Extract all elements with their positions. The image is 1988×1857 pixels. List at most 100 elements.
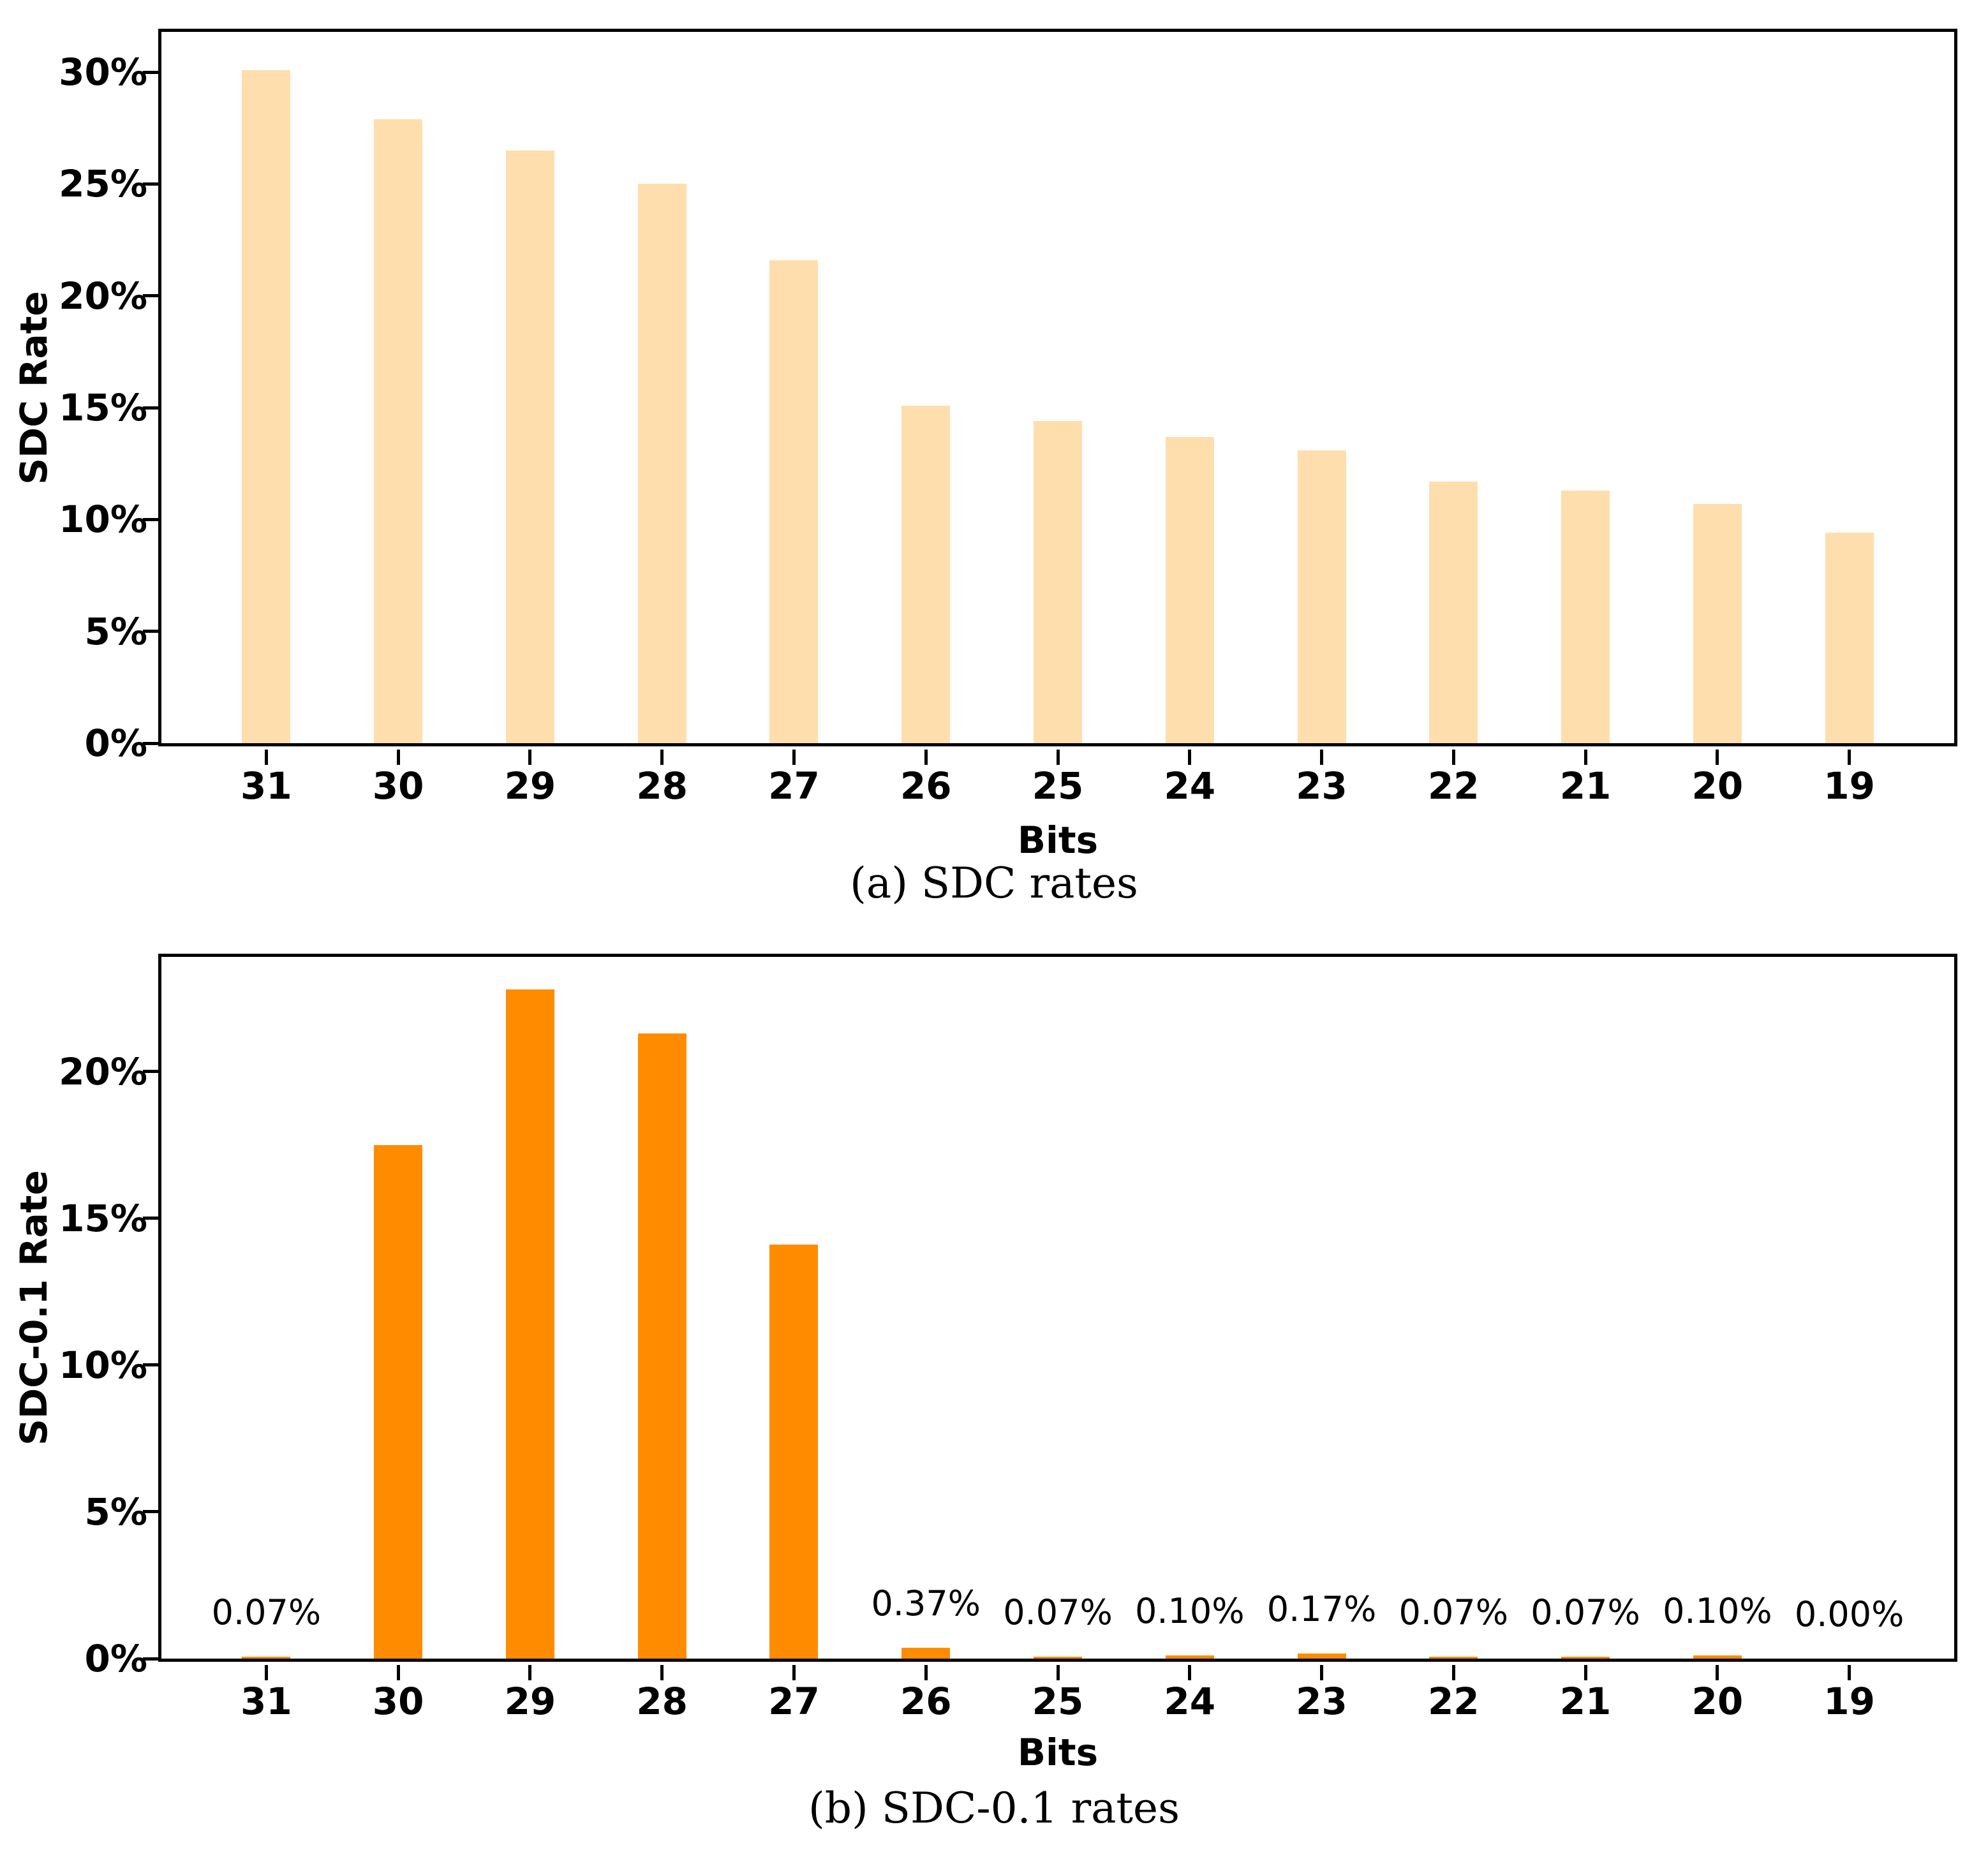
- x-tick-label: 31: [241, 764, 292, 808]
- subfigure-caption-a: (a) SDC rates: [850, 859, 1138, 908]
- x-tick-label: 29: [504, 1680, 556, 1723]
- bar-bit-21: [1561, 490, 1610, 743]
- x-tick-label: 24: [1164, 764, 1216, 808]
- bar-bit-26: [901, 405, 951, 743]
- plot-area-sdc-01-rates: 0% 5% 10% 15% 20% 31 0.07% 30 29 28 27 26 0.37% 25 0.0…: [59, 954, 1957, 1720]
- x-tick-label: 24: [1164, 1680, 1216, 1723]
- y-tick-mark: [143, 70, 158, 74]
- x-tick-label: 21: [1559, 1680, 1612, 1723]
- x-tick-mark: [924, 750, 928, 765]
- x-tick-label: 28: [636, 764, 688, 808]
- bar-bit-26: [901, 1647, 951, 1659]
- bar-bit-28: [637, 184, 686, 743]
- x-tick-mark: [1584, 1665, 1587, 1680]
- bar-bit-22: [1429, 481, 1478, 743]
- x-tick-mark: [1056, 750, 1060, 765]
- x-tick-mark: [528, 1665, 532, 1680]
- x-tick-mark: [264, 1665, 268, 1680]
- x-tick-label: 20: [1691, 1680, 1744, 1723]
- y-tick-label: 25%: [59, 162, 147, 206]
- x-tick-mark: [1716, 1665, 1719, 1680]
- x-tick-label: 26: [900, 764, 952, 808]
- y-tick-mark: [143, 1217, 158, 1220]
- y-tick-label: 10%: [59, 498, 147, 542]
- x-tick-mark: [1584, 750, 1587, 765]
- bar-bit-29: [505, 150, 554, 743]
- x-tick-mark: [264, 750, 268, 765]
- x-tick-mark: [528, 750, 532, 765]
- x-axis-label-a: Bits: [1017, 818, 1099, 862]
- bar-bit-30: [374, 1144, 423, 1659]
- bar-bit-24: [1165, 1655, 1214, 1659]
- x-tick-label: 20: [1691, 764, 1744, 808]
- bar-bit-25: [1034, 1656, 1082, 1659]
- x-tick-mark: [1056, 1665, 1060, 1680]
- bar-value-label: 0.07%: [211, 1592, 322, 1632]
- bar-bit-30: [374, 119, 423, 743]
- bar-bit-31: [242, 1656, 291, 1659]
- x-tick-label: 27: [768, 764, 820, 808]
- bar-bit-24: [1165, 436, 1214, 743]
- x-tick-mark: [396, 750, 400, 765]
- bar-bit-19: [1825, 533, 1874, 743]
- bar-bit-28: [637, 1033, 686, 1659]
- plot-area-sdc-rates: 0% 5% 10% 15% 20% 25% 30% 31 30 29 28 27 26 25 24 23 22 2…: [59, 29, 1957, 804]
- y-tick-mark: [143, 1510, 158, 1514]
- y-tick-label: 10%: [59, 1343, 147, 1387]
- y-axis-label-a: SDC Rate: [12, 290, 56, 485]
- x-tick-label: 23: [1296, 764, 1347, 808]
- x-tick-label: 22: [1427, 764, 1480, 808]
- y-tick-mark: [143, 182, 158, 186]
- y-tick-label: 20%: [59, 274, 147, 318]
- y-tick-label: 0%: [84, 1637, 147, 1680]
- y-tick-mark: [143, 1070, 158, 1073]
- y-tick-mark: [143, 406, 158, 410]
- y-axis-label-box-b: SDC-0.1 Rate: [5, 954, 63, 1662]
- bar-bit-23: [1297, 450, 1346, 743]
- bar-bit-22: [1429, 1656, 1478, 1659]
- x-tick-label: 26: [900, 1680, 952, 1723]
- x-tick-label: 25: [1032, 764, 1084, 808]
- x-tick-mark: [1188, 750, 1192, 765]
- x-axis-label-b: Bits: [1017, 1731, 1099, 1774]
- y-tick-mark: [143, 1363, 158, 1367]
- x-tick-label: 30: [372, 764, 424, 808]
- x-tick-mark: [1848, 1665, 1851, 1680]
- y-tick-label: 5%: [84, 609, 147, 653]
- x-tick-label: 28: [636, 1680, 688, 1723]
- y-tick-mark: [143, 741, 158, 745]
- y-tick-label: 20%: [59, 1049, 147, 1093]
- x-tick-mark: [792, 750, 796, 765]
- bar-bit-23: [1297, 1654, 1346, 1659]
- x-tick-mark: [396, 1665, 400, 1680]
- x-tick-mark: [1320, 1665, 1324, 1680]
- x-tick-label: 19: [1823, 1680, 1875, 1723]
- y-tick-mark: [143, 1657, 158, 1661]
- bar-value-label: 0.07%: [1398, 1592, 1509, 1632]
- x-tick-label: 19: [1823, 764, 1875, 808]
- bar-bit-25: [1034, 421, 1082, 743]
- y-tick-mark: [143, 294, 158, 298]
- y-tick-label: 15%: [59, 386, 147, 430]
- x-tick-mark: [1451, 1665, 1455, 1680]
- bar-value-label: 0.10%: [1663, 1591, 1772, 1632]
- bar-bit-31: [242, 70, 291, 743]
- y-tick-mark: [143, 517, 158, 521]
- x-tick-mark: [1451, 750, 1455, 765]
- x-tick-label: 25: [1032, 1680, 1084, 1723]
- bar-value-label: 0.07%: [1003, 1592, 1113, 1632]
- y-tick-mark: [143, 630, 158, 633]
- x-tick-mark: [660, 1665, 664, 1680]
- subfigure-caption-b: (b) SDC-0.1 rates: [808, 1784, 1180, 1833]
- bar-value-label: 0.07%: [1531, 1592, 1640, 1632]
- x-tick-label: 23: [1296, 1680, 1347, 1723]
- x-tick-mark: [660, 750, 664, 765]
- x-tick-mark: [1320, 750, 1324, 765]
- bar-value-label: 0.17%: [1266, 1589, 1377, 1630]
- x-tick-mark: [792, 1665, 796, 1680]
- y-axis-label-b: SDC-0.1 Rate: [12, 1170, 56, 1446]
- x-tick-mark: [1188, 1665, 1192, 1680]
- bar-bit-20: [1693, 1655, 1742, 1659]
- bar-bit-27: [769, 260, 819, 743]
